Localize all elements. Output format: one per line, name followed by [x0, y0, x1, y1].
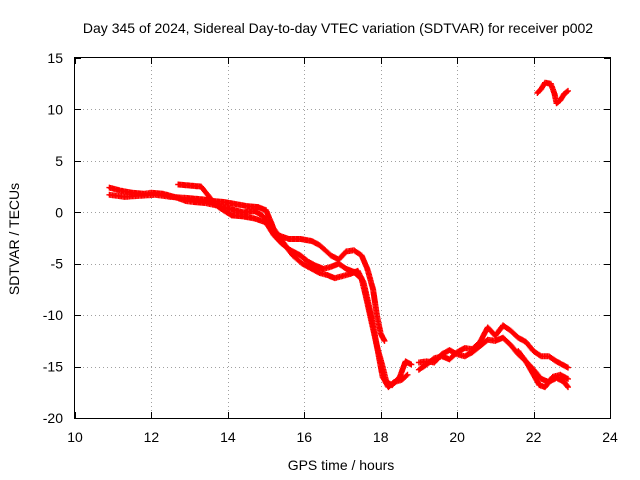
x-tick-label: 12	[144, 429, 160, 445]
series-markers	[175, 181, 411, 391]
x-tick-label: 20	[449, 429, 465, 445]
x-tick-label: 16	[296, 429, 312, 445]
x-tick-label: 22	[526, 429, 542, 445]
x-tick-label: 10	[67, 429, 83, 445]
series-track-3	[175, 181, 411, 391]
y-axis-label: SDTVAR / TECUs	[6, 183, 22, 295]
y-tick-label: -20	[43, 410, 63, 426]
plot-frame	[74, 57, 611, 419]
series-markers	[534, 79, 571, 107]
series-markers	[515, 348, 571, 391]
y-tick-label: -10	[43, 307, 63, 323]
series-track-6	[515, 348, 571, 391]
chart-title: Day 345 of 2024, Sidereal Day-to-day VTE…	[83, 20, 593, 36]
y-tick-label: 15	[47, 50, 63, 66]
x-tick-label: 24	[602, 429, 618, 445]
x-tick-label: 14	[220, 429, 236, 445]
data-series	[106, 79, 571, 391]
ticks: 10 12 14 16 18 20 22 24 -20 -15 -10 -5 0 5 10 15	[43, 50, 618, 445]
series-track-4	[415, 322, 571, 373]
series-markers	[415, 322, 571, 373]
x-axis-label: GPS time / hours	[288, 457, 395, 473]
y-tick-label: -15	[43, 359, 63, 375]
y-tick-label: 0	[55, 204, 63, 220]
series-track-7	[534, 79, 571, 107]
y-tick-label: -5	[51, 256, 64, 272]
y-tick-label: 5	[55, 153, 63, 169]
x-tick-label: 18	[373, 429, 389, 445]
y-tick-label: 10	[47, 101, 63, 117]
